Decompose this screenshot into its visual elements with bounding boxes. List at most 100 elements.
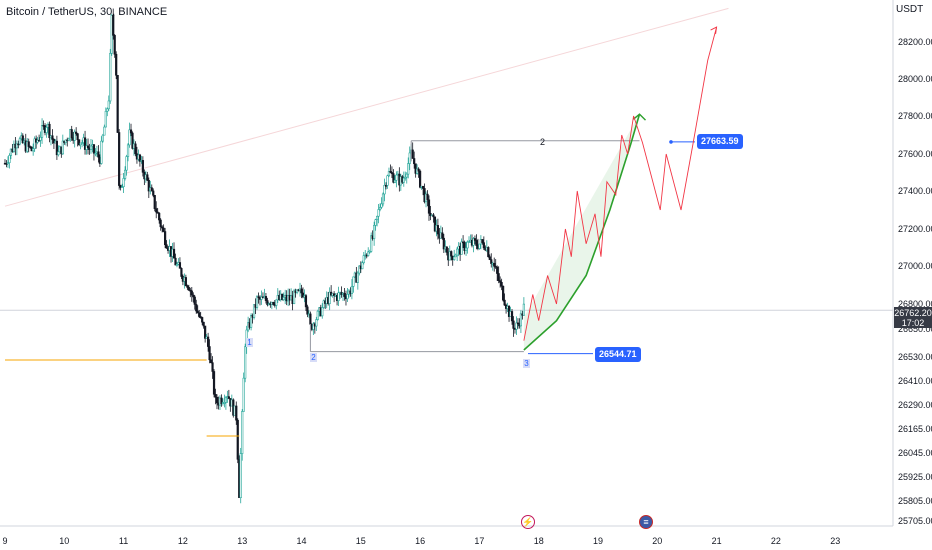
candle-body (106, 108, 109, 112)
candle-body (413, 158, 416, 165)
bullish-curve (523, 113, 641, 351)
candle-body (70, 129, 73, 139)
candle-body (48, 123, 51, 139)
candle-body (115, 53, 118, 76)
point-label-2: 2 (310, 353, 317, 362)
candle-body (481, 239, 484, 243)
candle-body (134, 143, 137, 155)
candle-body (494, 265, 497, 268)
target-upper-label[interactable]: 27663.59 (697, 134, 743, 149)
candle-body (519, 313, 523, 327)
candle-body (442, 237, 445, 250)
candle-body (515, 322, 518, 330)
candle-body (383, 184, 386, 195)
candle-body (211, 362, 214, 372)
last-price-badge: 26762.20 17:02 (894, 307, 932, 328)
candle-body (295, 289, 299, 293)
candle-body (472, 238, 475, 246)
candle-body (408, 152, 411, 164)
candle-body (378, 206, 382, 210)
candle-body (463, 242, 466, 251)
price-tick-label: 26530.00 (898, 352, 932, 362)
candle-body (215, 397, 219, 404)
candle-body (6, 162, 10, 164)
time-tick-label: 22 (771, 536, 781, 546)
price-tick-label: 27400.00 (898, 186, 932, 196)
candle-body (266, 300, 269, 306)
candle-body (208, 346, 211, 361)
target-upper-dot (669, 140, 673, 144)
candle-body (122, 178, 125, 187)
price-tick-label: 28200.00 (898, 37, 932, 47)
candle-body (158, 212, 161, 221)
lightning-icon[interactable]: ⚡ (521, 515, 535, 529)
candle-body (322, 300, 325, 308)
candle-body (316, 310, 319, 320)
candle-body (155, 208, 158, 213)
candle-body (83, 137, 87, 150)
candle-body (57, 151, 60, 156)
price-tick-label: 27600.00 (898, 149, 932, 159)
candle-body (244, 346, 247, 379)
candle-body (497, 273, 500, 281)
time-tick-label: 17 (474, 536, 484, 546)
candle-body (386, 175, 389, 186)
candle-body (129, 129, 133, 134)
candle-body (92, 144, 96, 154)
price-tick-label: 27200.00 (898, 224, 932, 234)
point-label-1: 1 (246, 338, 253, 347)
candle-body (202, 321, 205, 327)
time-tick-label: 18 (534, 536, 544, 546)
candle-body (39, 136, 42, 141)
point-label-3: 3 (523, 359, 530, 368)
candle-body (147, 180, 150, 192)
candle-body (337, 292, 340, 301)
candle-body (368, 251, 371, 253)
time-tick-label: 16 (415, 536, 425, 546)
candle-body (223, 402, 226, 404)
candle-body (373, 225, 376, 239)
candle-body (493, 262, 496, 267)
target-lower-label[interactable]: 26544.71 (595, 347, 641, 362)
candle-body (384, 184, 388, 187)
price-tick-label: 27000.00 (898, 261, 932, 271)
candle-body (193, 296, 196, 305)
candle-body (121, 186, 124, 188)
candle-body (502, 285, 505, 301)
candle-body (333, 293, 336, 296)
candle-body (454, 254, 457, 258)
candle-body (101, 134, 104, 142)
candle-body (235, 405, 238, 421)
candle-body (198, 312, 201, 317)
candle-body (362, 255, 365, 263)
candle-body (499, 280, 502, 283)
candle-body (433, 216, 437, 232)
countdown: 17:02 (901, 318, 925, 328)
candle-body (315, 319, 318, 327)
time-axis: 9 10 11 12 13 14 15 16 17 18 19 20 21 22 23 (0, 525, 893, 546)
candle-body (236, 419, 239, 460)
candle-body (112, 14, 115, 36)
candle-body (125, 156, 128, 171)
candle-body (402, 177, 405, 183)
curve-fill (523, 114, 640, 351)
candle-body (107, 100, 110, 110)
candle-body (32, 148, 35, 152)
us-flag-icon[interactable]: ≡ (639, 515, 653, 529)
time-tick-label: 11 (119, 536, 128, 546)
candle-body (227, 396, 230, 399)
candle-body (453, 256, 456, 260)
candle-body (417, 168, 420, 172)
candle-body (346, 293, 349, 300)
candle-body (387, 171, 391, 177)
candle-body (395, 174, 398, 181)
candle-body (343, 293, 346, 297)
candle-body (178, 262, 182, 269)
candle-body (264, 296, 268, 301)
candle-body (15, 143, 18, 149)
candle-body (436, 225, 439, 235)
candle-body (426, 193, 429, 201)
candle-body (78, 139, 81, 146)
candle-body (220, 397, 223, 405)
